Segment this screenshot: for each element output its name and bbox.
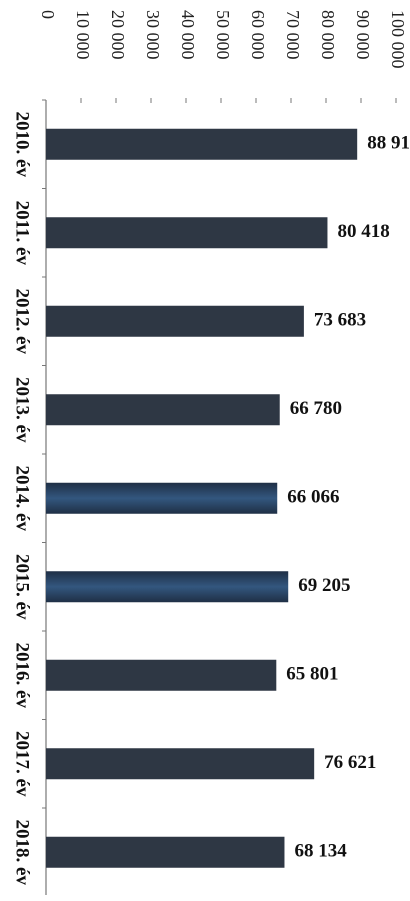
- data-label: 66 066: [287, 487, 339, 508]
- category-label: 2015. év: [12, 554, 33, 620]
- category-label: 2016. év: [12, 643, 33, 709]
- data-label: 88 911: [367, 133, 410, 154]
- tick-label: 30 000: [143, 10, 163, 60]
- bar: [46, 128, 358, 160]
- data-label: 68 134: [294, 841, 347, 862]
- category-labels: 2010. év 2011. év 2012. év 2013. év 2014. év…: [12, 112, 33, 886]
- data-label: 73 683: [314, 310, 366, 331]
- data-label: 65 801: [286, 664, 338, 685]
- tick-label: 90 000: [353, 10, 373, 60]
- bar: [46, 836, 285, 868]
- tick-label: 70 000: [283, 10, 303, 60]
- category-axis: [42, 99, 47, 895]
- tick-label: 0: [38, 10, 58, 19]
- tick-label: 60 000: [248, 10, 268, 60]
- bar: [46, 748, 315, 780]
- bar: [46, 482, 278, 514]
- bar: [46, 659, 277, 691]
- value-axis: 0 10 000 20 000 30 000 40 000 50 000 60 000 70 …: [38, 10, 408, 103]
- bar: [46, 217, 328, 249]
- tick-label: 20 000: [108, 10, 128, 60]
- category-label: 2017. év: [12, 731, 33, 797]
- bars: [46, 128, 358, 868]
- category-label: 2018. év: [12, 820, 33, 886]
- category-label: 2010. év: [12, 112, 33, 178]
- category-label: 2012. év: [12, 289, 33, 355]
- data-label: 76 621: [324, 752, 376, 773]
- tick-label: 100 000: [388, 10, 408, 69]
- bar: [46, 305, 304, 337]
- category-label: 2011. év: [12, 201, 33, 266]
- bar: [46, 394, 280, 426]
- tick-label: 80 000: [318, 10, 338, 60]
- tick-label: 50 000: [213, 10, 233, 60]
- category-label: 2014. év: [12, 466, 33, 532]
- data-label: 80 418: [337, 221, 389, 242]
- data-labels: 88 911 80 418 73 683 66 780 66 066 69 205 65 8…: [286, 133, 410, 862]
- tick-label: 10 000: [73, 10, 93, 60]
- data-label: 66 780: [290, 398, 342, 419]
- tick-label: 40 000: [178, 10, 198, 60]
- data-label: 69 205: [298, 575, 350, 596]
- bar: [46, 571, 289, 603]
- category-label: 2013. év: [12, 377, 33, 443]
